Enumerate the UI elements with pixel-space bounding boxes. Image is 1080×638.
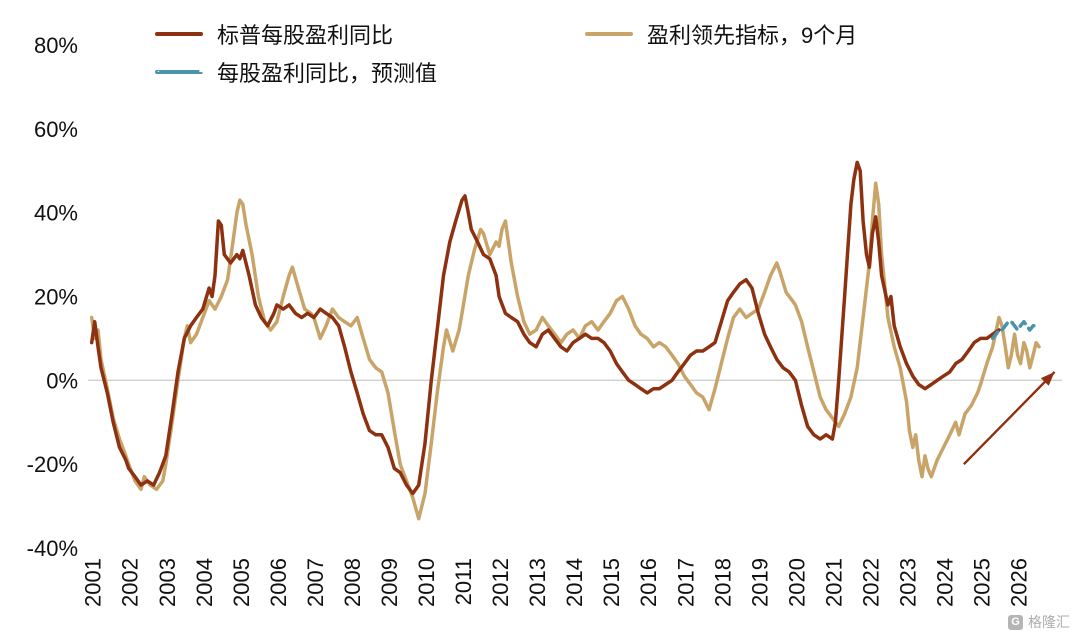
series-line-1 <box>89 181 1041 521</box>
watermark-text: 格隆汇 <box>1028 614 1070 630</box>
x-tick-label: 2003 <box>155 558 180 607</box>
y-tick-label: 0% <box>46 368 78 393</box>
x-tick-label: 2021 <box>821 558 846 607</box>
x-tick-label: 2009 <box>377 558 402 607</box>
x-tick-label: 2006 <box>266 558 291 607</box>
x-tick-label: 2025 <box>970 558 995 607</box>
x-tick-label: 2016 <box>636 558 661 607</box>
x-tick-label: 2010 <box>414 558 439 607</box>
x-tick-label: 2018 <box>710 558 735 607</box>
x-tick-label: 2008 <box>340 558 365 607</box>
trend-arrow-head <box>1040 371 1055 386</box>
y-tick-label: 20% <box>34 285 78 310</box>
x-tick-label: 2020 <box>784 558 809 607</box>
y-tick-label: 60% <box>34 117 78 142</box>
watermark-logo-icon: G <box>1008 614 1023 630</box>
y-tick-label: 40% <box>34 201 78 226</box>
x-tick-label: 2026 <box>1007 558 1032 607</box>
watermark: G 格隆汇 <box>1008 612 1070 632</box>
legend-label-leading-indicator: 盈利领先指标，9个月 <box>647 23 858 48</box>
x-tick-label: 2012 <box>488 558 513 607</box>
legend-label-sp-eps-yoy: 标普每股盈利同比 <box>217 23 394 48</box>
y-tick-label: 80% <box>34 33 78 58</box>
x-tick-label: 2011 <box>451 558 476 605</box>
legend-swatch-sp-eps-yoy <box>155 32 203 36</box>
x-tick-label: 2023 <box>895 558 920 607</box>
x-tick-label: 2014 <box>562 558 587 607</box>
series-line-0 <box>89 160 1001 496</box>
y-tick-label: -20% <box>27 452 78 477</box>
x-tick-label: 2022 <box>858 558 883 607</box>
legend-item-eps-forecast: 每股盈利同比，预测值 <box>155 56 437 88</box>
x-tick-label: 2019 <box>747 558 772 607</box>
x-tick-label: 2017 <box>673 558 698 607</box>
x-tick-label: 2001 <box>81 558 106 607</box>
x-tick-label: 2002 <box>118 558 143 607</box>
legend-item-sp-eps-yoy: 标普每股盈利同比 <box>155 18 393 50</box>
legend-label-eps-forecast: 每股盈利同比，预测值 <box>217 61 438 86</box>
legend-swatch-eps-forecast <box>155 70 203 74</box>
series-line-2 <box>990 319 1041 341</box>
x-tick-label: 2013 <box>525 558 550 607</box>
x-tick-label: 2005 <box>229 558 254 607</box>
x-tick-label: 2015 <box>599 558 624 607</box>
trend-arrow-shaft <box>963 371 1056 466</box>
x-tick-label: 2004 <box>192 558 217 607</box>
y-tick-label: -40% <box>27 536 78 561</box>
x-tick-label: 2007 <box>303 558 328 607</box>
legend-item-leading-indicator: 盈利领先指标，9个月 <box>585 18 857 50</box>
x-tick-label: 2024 <box>932 558 957 607</box>
legend-swatch-leading-indicator <box>585 32 633 36</box>
